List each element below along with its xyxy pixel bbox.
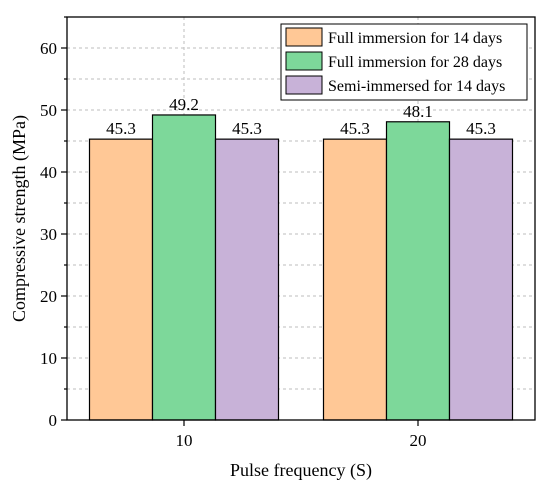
data-label: 48.1 <box>403 102 433 121</box>
legend-label: Full immersion for 28 days <box>328 54 502 71</box>
bar <box>88 138 154 421</box>
y-tick-label: 50 <box>40 101 57 120</box>
x-axis: 10 20 <box>176 420 427 450</box>
y-tick-label: 20 <box>40 287 57 306</box>
legend-swatch <box>285 75 323 95</box>
data-labels: 45.3 49.2 45.3 45.3 48.1 45.3 <box>106 95 496 138</box>
plot-border <box>66 16 536 421</box>
data-label: 49.2 <box>169 95 199 114</box>
x-axis-title: Pulse frequency (S) <box>230 460 372 481</box>
data-label: 45.3 <box>106 119 136 138</box>
bar <box>448 138 514 421</box>
x-tick-label: 20 <box>410 431 427 450</box>
y-tick-label: 10 <box>40 349 57 368</box>
plot-frame <box>66 16 536 421</box>
y-tick-label: 30 <box>40 225 57 244</box>
legend-label: Semi-immersed for 14 days <box>328 78 505 95</box>
legend-swatch <box>285 27 323 47</box>
bar <box>385 121 451 421</box>
data-label: 45.3 <box>340 119 370 138</box>
data-label: 45.3 <box>466 119 496 138</box>
bar <box>322 138 388 421</box>
y-tick-label: 60 <box>40 39 57 58</box>
legend-swatch <box>285 51 323 71</box>
data-label: 45.3 <box>232 119 262 138</box>
bar <box>214 138 280 421</box>
legend: Full immersion for 14 days Full immersion… <box>280 23 528 101</box>
bar <box>151 114 217 421</box>
y-axis: 0 10 20 30 40 50 60 <box>40 16 67 430</box>
y-tick-label: 40 <box>40 163 57 182</box>
bars <box>88 114 514 421</box>
y-axis-title: Compressive strength (MPa) <box>9 115 30 322</box>
legend-label: Full immersion for 14 days <box>328 30 502 47</box>
y-tick-label: 0 <box>49 411 58 430</box>
x-tick-label: 10 <box>176 431 193 450</box>
